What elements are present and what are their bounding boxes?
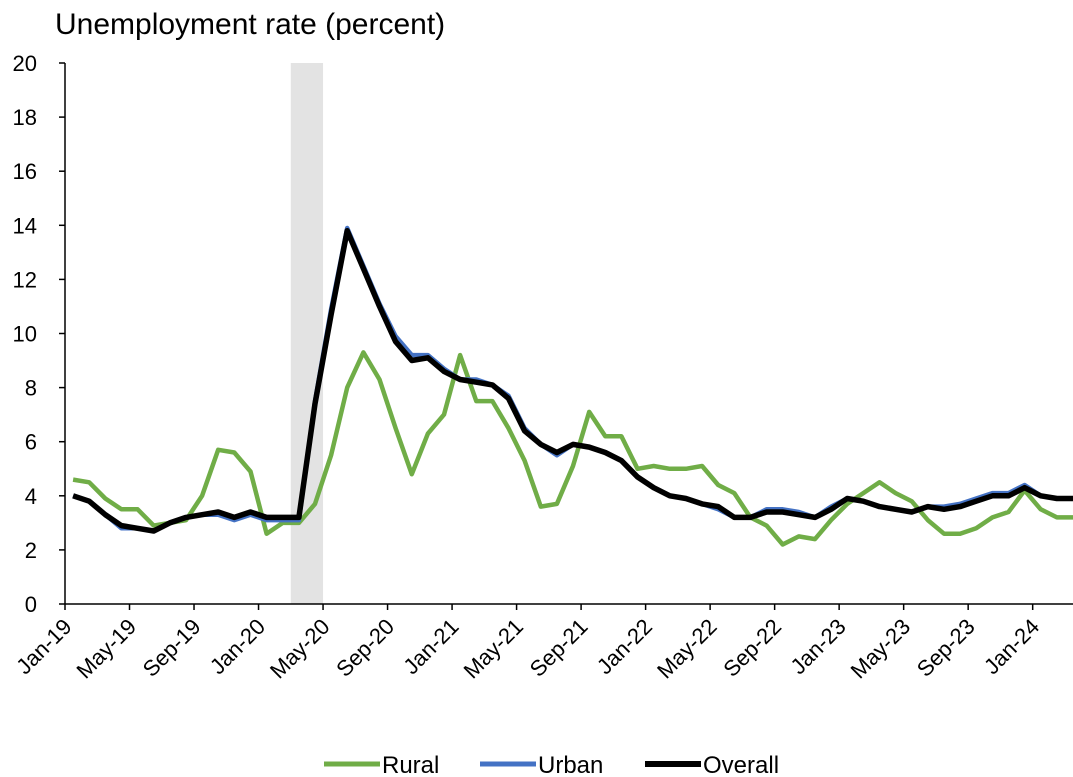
chart-title: Unemployment rate (percent) xyxy=(55,8,445,41)
series-line-rural xyxy=(72,350,1073,547)
x-tick-label: May-22 xyxy=(652,614,722,684)
y-tick-label: 14 xyxy=(13,213,37,238)
x-tick-label: May-21 xyxy=(459,614,529,684)
legend: Rural Urban Overall xyxy=(324,752,779,777)
x-tick-label: Jan-24 xyxy=(979,614,1044,679)
y-tick-label: 10 xyxy=(13,322,37,347)
x-tick-label: Jan-21 xyxy=(398,614,463,679)
x-tick-label: Sep-21 xyxy=(525,614,593,682)
x-tick-label: Sep-22 xyxy=(718,614,786,682)
y-tick-label: 8 xyxy=(25,376,37,401)
y-tick-label: 6 xyxy=(25,430,37,455)
y-tick-label: 20 xyxy=(13,51,37,76)
y-tick-label: 12 xyxy=(13,267,37,292)
y-tick-label: 0 xyxy=(25,592,37,617)
x-tick-label: Jan-19 xyxy=(11,614,76,679)
legend-label-overall: Overall xyxy=(703,752,779,777)
x-tick-label: Sep-23 xyxy=(912,614,980,682)
x-tick-label: May-19 xyxy=(71,614,141,684)
x-tick-label: May-23 xyxy=(846,614,916,684)
x-tick-label: Jan-22 xyxy=(592,614,657,679)
x-tick-label: May-20 xyxy=(265,614,335,684)
y-tick-label: 2 xyxy=(25,538,37,563)
x-tick-label: Jan-20 xyxy=(205,614,270,679)
legend-label-urban: Urban xyxy=(538,752,603,777)
y-tick-label: 16 xyxy=(13,159,37,184)
y-tick-label: 4 xyxy=(25,484,37,509)
x-tick-label: Sep-20 xyxy=(331,614,399,682)
series-layer xyxy=(72,225,1073,547)
legend-label-rural: Rural xyxy=(382,752,439,777)
series-line-overall xyxy=(72,227,1073,534)
series-line-urban xyxy=(72,225,1073,534)
x-tick-label: Jan-23 xyxy=(785,614,850,679)
x-tick-label: Sep-19 xyxy=(138,614,206,682)
y-tick-label: 18 xyxy=(13,105,37,130)
